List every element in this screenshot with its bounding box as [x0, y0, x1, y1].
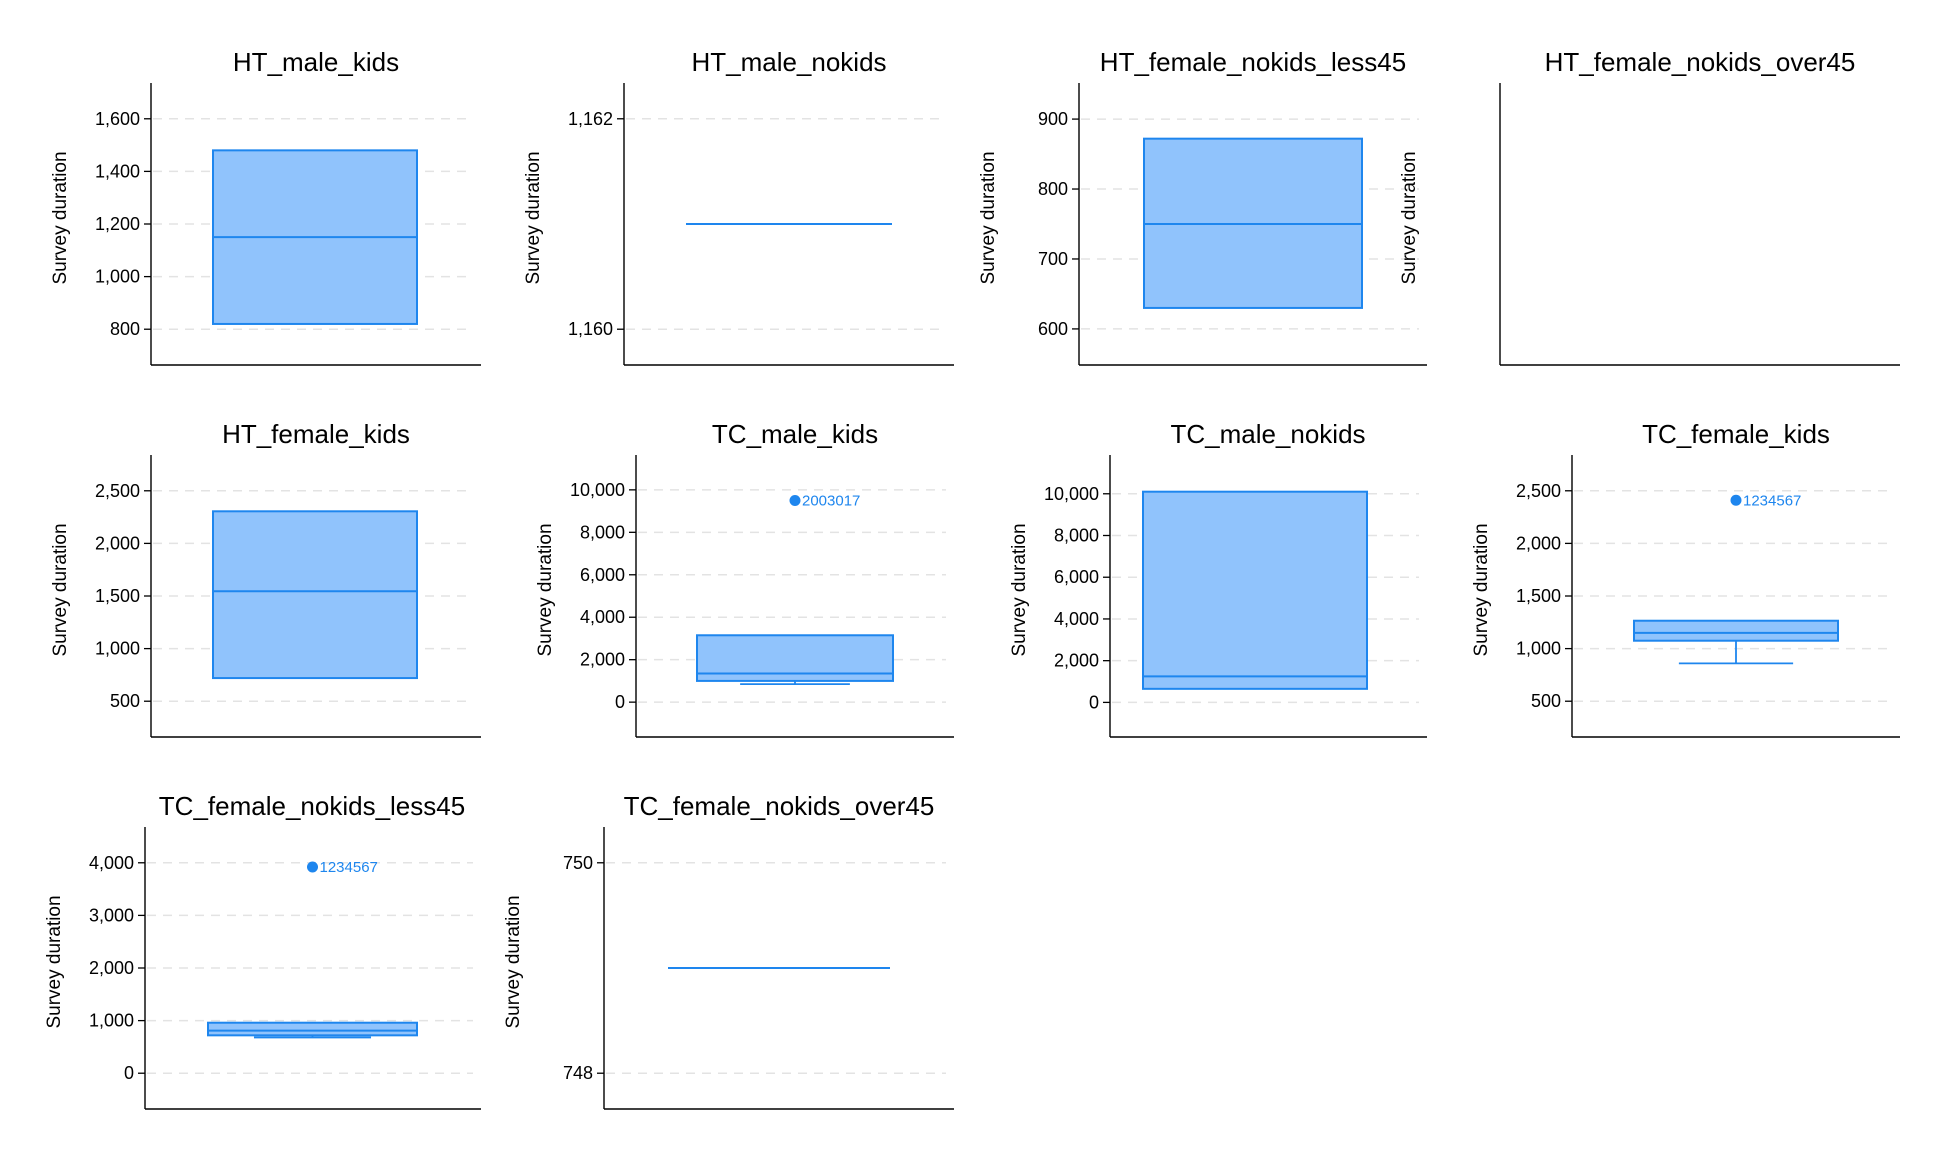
- outlier-label: 1234567: [1743, 492, 1801, 509]
- y-tick-label: 0: [615, 692, 625, 712]
- panel-HT_male_kids: HT_male_kids Survey duration 800 1,000 1,200…: [50, 47, 481, 366]
- y-tick-label: 1,200: [95, 214, 140, 234]
- y-tick-label: 0: [124, 1063, 134, 1083]
- panel-title: TC_female_kids: [1642, 419, 1830, 449]
- y-tick-label: 4,000: [1054, 609, 1099, 629]
- panel-title: TC_female_nokids_over45: [624, 791, 935, 821]
- outlier-point: [307, 861, 318, 873]
- outlier-label: 2003017: [802, 492, 860, 509]
- y-tick-label: 2,000: [1516, 533, 1561, 553]
- y-tick-label: 500: [1531, 691, 1561, 711]
- y-tick-label: 1,400: [95, 161, 140, 181]
- iqr-box: [207, 1021, 418, 1037]
- y-tick-label: 8,000: [580, 522, 625, 542]
- y-tick-label: 2,000: [1054, 651, 1099, 671]
- panel-title: TC_female_nokids_less45: [159, 791, 465, 821]
- y-tick-label: 1,500: [95, 586, 140, 606]
- y-tick-label: 2,000: [580, 650, 625, 670]
- panel-title: TC_male_nokids: [1170, 419, 1365, 449]
- y-tick-label: 6,000: [580, 565, 625, 585]
- y-tick-label: 750: [563, 853, 593, 873]
- y-axis-label: Survey duration: [44, 895, 65, 1028]
- panel-title: HT_female_nokids_over45: [1545, 47, 1856, 77]
- y-tick-label: 800: [110, 319, 140, 339]
- y-tick-label: 500: [110, 691, 140, 711]
- y-tick-label: 4,000: [89, 853, 134, 873]
- panel-HT_male_nokids: HT_male_nokids Survey duration 1,160 1,162: [523, 47, 954, 366]
- y-tick-label: 800: [1038, 179, 1068, 199]
- y-tick-label: 600: [1038, 319, 1068, 339]
- panel-TC_female_kids: TC_female_kids Survey duration 500 1,000 1,5…: [1471, 419, 1900, 738]
- outlier-label: 1234567: [320, 859, 378, 876]
- iqr-box: [212, 510, 418, 680]
- iqr-box: [1142, 490, 1368, 690]
- y-tick-label: 6,000: [1054, 567, 1099, 587]
- y-tick-label: 3,000: [89, 905, 134, 925]
- y-tick-label: 900: [1038, 109, 1068, 129]
- outlier-point: [789, 494, 801, 506]
- y-axis-label: Survey duration: [503, 895, 524, 1028]
- y-tick-label: 1,000: [1516, 639, 1561, 659]
- y-axis-label: Survey duration: [523, 151, 544, 284]
- y-axis-label: Survey duration: [50, 151, 71, 284]
- y-axis-label: Survey duration: [1471, 523, 1492, 656]
- panel-title: TC_male_kids: [712, 419, 878, 449]
- y-tick-label: 8,000: [1054, 526, 1099, 546]
- panel-title: HT_female_nokids_less45: [1100, 47, 1406, 77]
- y-axis-label: Survey duration: [50, 523, 71, 656]
- y-tick-label: 1,162: [568, 109, 613, 129]
- y-tick-label: 1,160: [568, 319, 613, 339]
- panel-TC_female_nokids_over45: TC_female_nokids_over45 Survey duration 74…: [503, 791, 954, 1110]
- panel-HT_female_kids: HT_female_kids Survey duration 500 1,000 1,5…: [50, 419, 481, 738]
- y-tick-label: 1,000: [95, 639, 140, 659]
- panel-title: HT_female_kids: [222, 419, 410, 449]
- y-tick-label: 700: [1038, 249, 1068, 269]
- y-tick-label: 2,000: [95, 533, 140, 553]
- iqr-box: [1633, 619, 1839, 642]
- y-tick-label: 748: [563, 1063, 593, 1083]
- panel-TC_male_kids: TC_male_kids Survey duration 0 2,000 4,000 6,…: [535, 419, 954, 738]
- panel-TC_male_nokids: TC_male_nokids Survey duration 0 2,000 4,000…: [1009, 419, 1427, 738]
- outlier-point: [1730, 494, 1742, 506]
- y-tick-label: 10,000: [1044, 484, 1099, 504]
- y-tick-label: 1,000: [89, 1011, 134, 1031]
- y-axis-label: Survey duration: [1009, 523, 1030, 656]
- y-axis-label: Survey duration: [1399, 151, 1420, 284]
- y-tick-label: 0: [1089, 692, 1099, 712]
- y-axis-label: Survey duration: [535, 523, 556, 656]
- y-tick-label: 10,000: [570, 480, 625, 500]
- y-tick-label: 1,600: [95, 109, 140, 129]
- panel-HT_female_nokids_less45: HT_female_nokids_less45 Survey duration 60…: [978, 47, 1427, 366]
- y-tick-label: 1,500: [1516, 586, 1561, 606]
- panel-TC_female_nokids_less45: TC_female_nokids_less45 Survey duration 0 1…: [44, 791, 481, 1110]
- y-tick-label: 2,500: [1516, 481, 1561, 501]
- panel-title: HT_male_kids: [233, 47, 399, 77]
- y-tick-label: 2,500: [95, 481, 140, 501]
- y-tick-label: 4,000: [580, 607, 625, 627]
- y-tick-label: 1,000: [95, 267, 140, 287]
- y-tick-label: 2,000: [89, 958, 134, 978]
- panel-title: HT_male_nokids: [691, 47, 886, 77]
- panel-HT_female_nokids_over45: HT_female_nokids_over45 Survey duration: [1399, 47, 1900, 366]
- y-axis-label: Survey duration: [978, 151, 999, 284]
